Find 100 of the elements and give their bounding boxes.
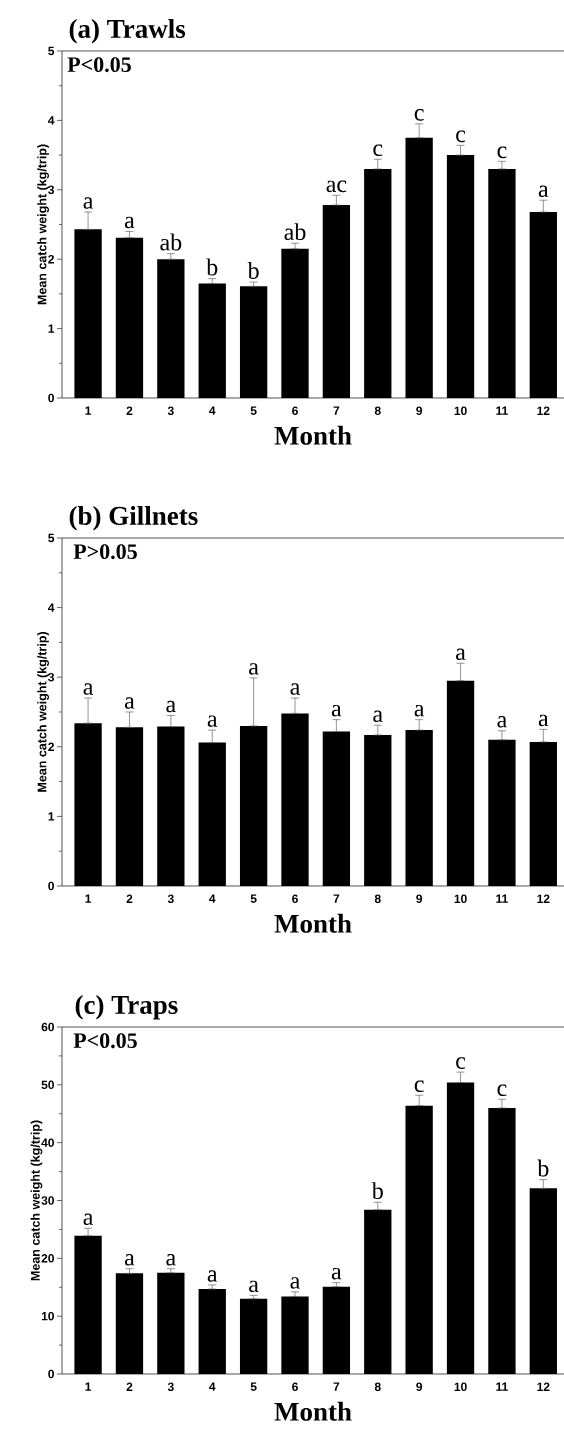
y-tick-label: 1: [48, 324, 55, 333]
annotation: a: [83, 1213, 94, 1226]
bar: [405, 1105, 433, 1374]
x-tick-label: 2: [126, 406, 133, 415]
bar: [322, 731, 351, 886]
annotation: a: [83, 197, 94, 209]
annotation: a: [414, 704, 425, 717]
x-tick-label: 10: [454, 1382, 467, 1392]
x-tick-label: 4: [209, 406, 216, 415]
x-tick-label: 9: [416, 1382, 423, 1392]
y-axis-title: Mean catch weight (kg/trip): [37, 144, 49, 305]
x-tick-label: 2: [126, 1382, 133, 1391]
y-tick-label: 5: [48, 533, 55, 543]
y-tick-label: 2: [48, 255, 54, 264]
bar: [157, 1272, 185, 1374]
bar: [281, 713, 309, 886]
y-tick-label: 0: [48, 881, 54, 891]
annotation: P<0.05: [67, 57, 131, 73]
x-tick-label: 9: [416, 894, 423, 904]
annotation: a: [83, 683, 94, 695]
bar: [74, 1235, 102, 1374]
bar: [115, 237, 144, 398]
x-tick-label: 8: [374, 1382, 381, 1392]
x-tick-label: 11: [496, 1382, 508, 1391]
x-tick-label: 8: [374, 894, 381, 904]
chart-title: (c) Traps: [75, 995, 178, 1020]
y-tick-label: 2: [48, 742, 54, 751]
bar: [198, 742, 226, 886]
annotation: a: [124, 697, 135, 709]
x-tick-label: 11: [496, 894, 508, 903]
x-tick-label: 4: [209, 1382, 216, 1391]
y-tick-label: 20: [41, 1254, 54, 1263]
bar: [322, 1286, 351, 1374]
annotation: b: [247, 262, 259, 279]
annotation: c: [497, 1084, 507, 1097]
x-tick-label: 9: [416, 406, 423, 416]
annotation: a: [538, 714, 549, 727]
bar: [115, 727, 144, 886]
annotation: c: [456, 1057, 466, 1069]
x-tick-label: 3: [167, 1382, 174, 1392]
annotation: c: [373, 144, 383, 157]
bar: [198, 1288, 226, 1374]
annotation: a: [207, 715, 218, 727]
bar: [446, 155, 475, 398]
x-tick-label: 6: [292, 894, 298, 904]
y-tick-label: 5: [48, 46, 55, 56]
bar: [74, 723, 102, 886]
bar: [157, 259, 185, 398]
annotation: a: [249, 663, 259, 675]
x-tick-label: 12: [537, 406, 550, 415]
x-tick-label: 10: [454, 406, 467, 416]
x-tick-label: 5: [250, 894, 257, 903]
annotation: P>0.05: [73, 544, 137, 560]
bar: [322, 205, 351, 398]
y-tick-label: 50: [41, 1080, 54, 1090]
x-tick-label: 3: [167, 894, 174, 904]
bar: [281, 248, 309, 398]
annotation: ab: [160, 233, 182, 251]
x-tick-label: 6: [292, 406, 298, 416]
bar: [529, 212, 557, 398]
annotation: a: [290, 1277, 300, 1289]
bar: [198, 283, 226, 398]
y-tick-label: 30: [41, 1196, 54, 1205]
y-tick-label: 3: [48, 185, 55, 195]
bar: [446, 1082, 475, 1374]
annotation: c: [497, 146, 507, 159]
annotation: P<0.05: [73, 1033, 137, 1049]
annotation: c: [414, 1080, 424, 1093]
x-tick-label: 1: [85, 894, 92, 903]
bar: [488, 1107, 516, 1374]
y-tick-label: 4: [47, 116, 55, 125]
annotation: a: [207, 1270, 218, 1282]
annotation: c: [414, 109, 424, 121]
annotation: a: [166, 1254, 176, 1266]
bar: [239, 286, 268, 398]
bar: [239, 725, 268, 886]
x-tick-label: 8: [374, 406, 381, 416]
annotation: a: [373, 710, 383, 723]
chart-title: (b) Gillnets: [69, 506, 198, 531]
bar: [446, 680, 475, 886]
annotation: a: [331, 704, 342, 717]
annotation: a: [456, 648, 466, 661]
x-tick-label: 3: [167, 406, 174, 416]
annotation: b: [537, 1159, 549, 1177]
chart-title: (a) Trawls: [69, 19, 186, 44]
x-axis-title: Month: [274, 1401, 352, 1421]
annotation: ac: [326, 180, 347, 193]
x-tick-label: 5: [250, 1382, 257, 1391]
annotation: b: [371, 1182, 383, 1200]
x-tick-label: 12: [537, 894, 550, 903]
x-axis-title: Month: [274, 913, 352, 933]
bar: [281, 1296, 309, 1374]
annotation: a: [249, 1280, 259, 1293]
x-tick-label: 6: [292, 1382, 298, 1392]
bar: [239, 1298, 268, 1374]
bar: [529, 741, 557, 886]
y-tick-label: 10: [41, 1311, 54, 1321]
bar: [364, 168, 392, 398]
bar: [115, 1273, 144, 1374]
x-tick-label: 5: [250, 406, 257, 415]
